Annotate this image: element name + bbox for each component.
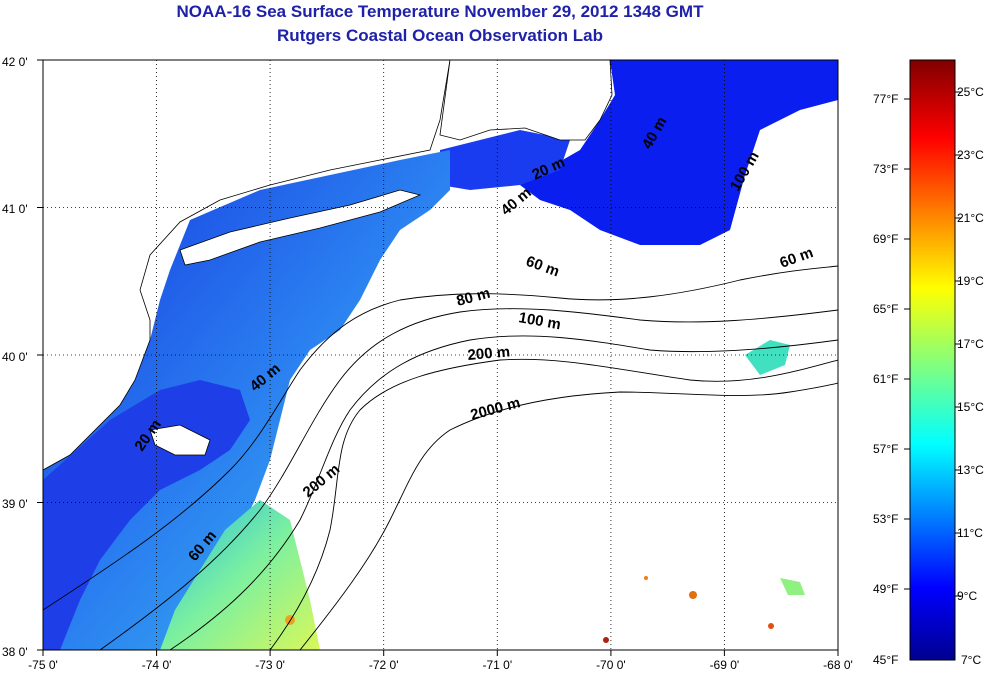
colorbar-f-label: 69°F (873, 232, 898, 246)
warm-pixels (689, 591, 697, 599)
sst-layer: 40 m 100 m 20 m 40 m 60 m 60 m 80 m 100 … (43, 60, 838, 650)
map-grid (43, 60, 838, 650)
colorbar-c-label: 13°C (957, 463, 984, 477)
colorbar-f-label: 65°F (873, 302, 898, 316)
isobath-lines (43, 265, 838, 650)
warm-pixels (285, 615, 295, 625)
warm-pixels (644, 576, 648, 580)
long-island (179, 189, 422, 266)
colorbar-c-label: 19°C (957, 274, 984, 288)
axis-ticks (37, 59, 839, 656)
colorbar-c-label: 21°C (957, 211, 984, 225)
colorbar-f-label: 53°F (873, 512, 898, 526)
lon-tick-label: -69 0' (710, 658, 740, 672)
colorbar-c-label: 25°C (957, 85, 984, 99)
colorbar-f-label: 49°F (873, 582, 898, 596)
warm-pixels (768, 623, 774, 629)
colorbar-c-label: 7°C (961, 653, 981, 667)
map-title: NOAA-16 Sea Surface Temperature November… (176, 2, 704, 21)
colorbar-c-label: 23°C (957, 148, 984, 162)
isobath-label: 200 m (467, 343, 511, 364)
lat-tick-label: 40 0' (2, 350, 28, 364)
colorbar-f-label: 57°F (873, 442, 898, 456)
colorbar-f-label: 61°F (873, 372, 898, 386)
lon-tick-label: -75 0' (28, 658, 58, 672)
colorbar-c-label: 17°C (957, 337, 984, 351)
connecticut-coast (43, 60, 451, 471)
colorbar-f-label: 77°F (873, 92, 898, 106)
lat-tick-label: 39 0' (2, 497, 28, 511)
delaware-bay (149, 424, 211, 456)
cape-cod (439, 60, 613, 141)
lon-tick-label: -68 0' (823, 658, 853, 672)
lon-tick-label: -71 0' (482, 658, 512, 672)
colorbar-c-label: 15°C (957, 400, 984, 414)
lat-tick-label: 38 0' (2, 645, 28, 659)
lon-tick-label: -70 0' (596, 658, 626, 672)
map-subtitle: Rutgers Coastal Ocean Observation Lab (277, 26, 603, 45)
colorbar-ticks (904, 91, 961, 597)
lat-tick-label: 42 0' (2, 55, 28, 69)
lon-tick-label: -72 0' (369, 658, 399, 672)
southern-shelf-water (160, 500, 320, 650)
temperature-colorbar (909, 59, 956, 661)
nantucket-sound-water (440, 130, 570, 190)
warm-pixels (603, 637, 609, 643)
gulf-of-maine-water (520, 60, 838, 245)
colorbar-c-label: 9°C (957, 589, 977, 603)
colorbar-c-label: 11°C (957, 526, 983, 540)
colorbar-f-label: 73°F (873, 162, 898, 176)
lon-tick-label: -74 0' (142, 658, 172, 672)
mid-atlantic-shelf-water (43, 150, 450, 650)
slope-water-patch (780, 578, 805, 595)
colorbar-f-label: 45°F (873, 653, 898, 667)
lon-tick-label: -73 0' (255, 658, 285, 672)
lat-tick-label: 41 0' (2, 202, 28, 216)
